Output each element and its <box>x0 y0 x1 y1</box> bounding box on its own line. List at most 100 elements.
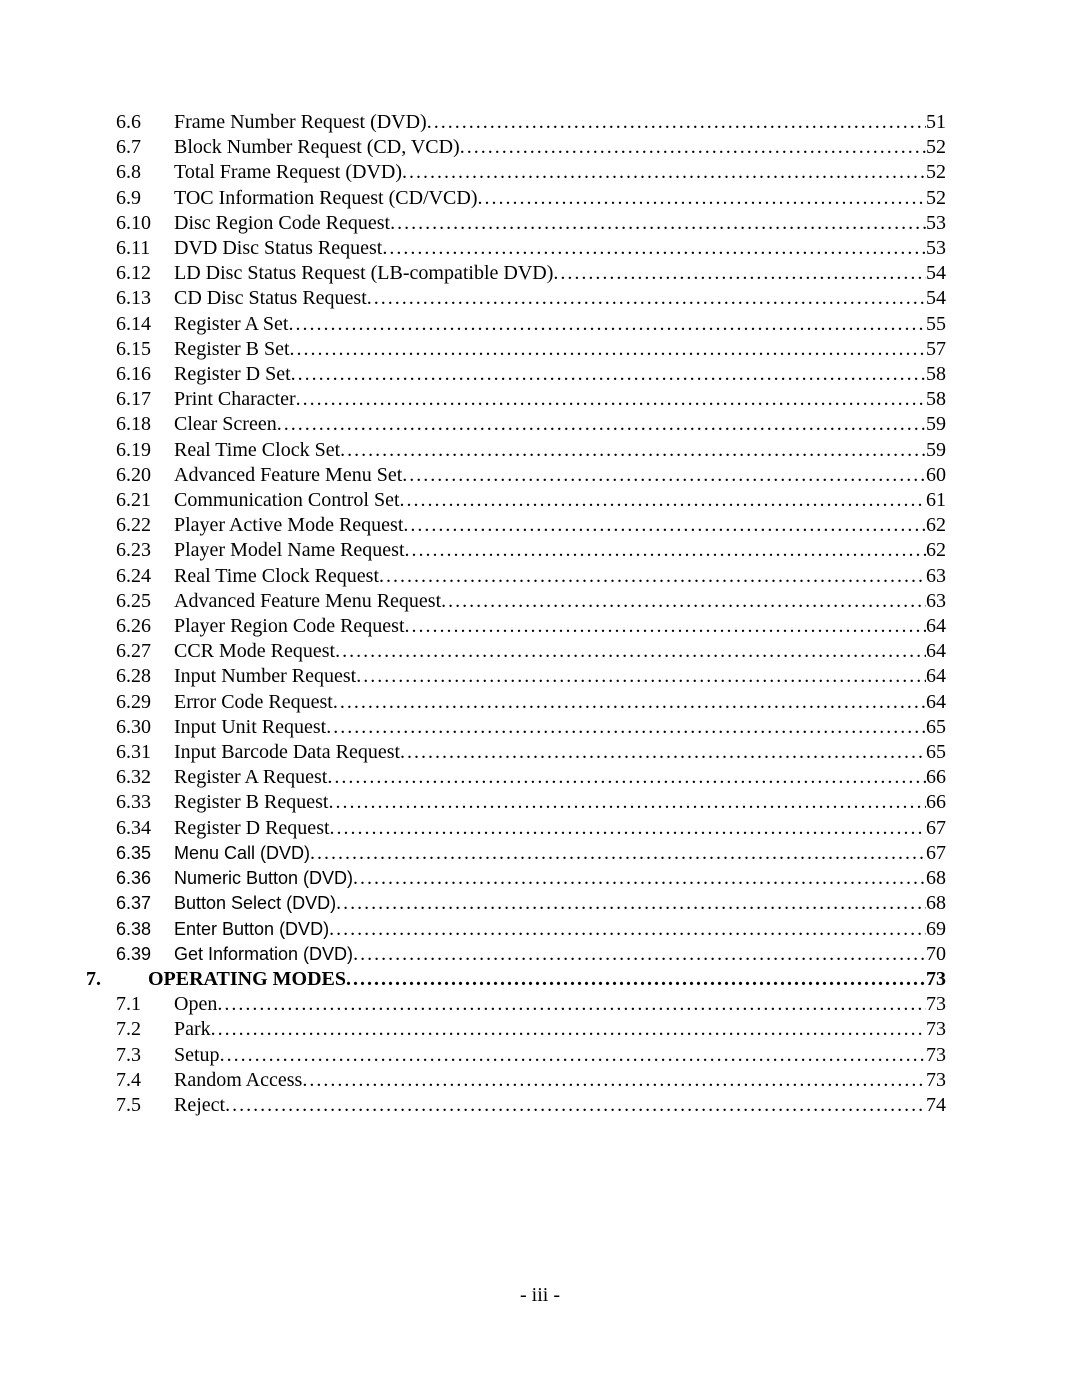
section-title: Block Number Request (CD, VCD) <box>174 135 460 160</box>
page-ref: 64 <box>926 664 946 689</box>
section-title: CCR Mode Request <box>174 639 335 664</box>
page-ref: 52 <box>926 186 946 211</box>
section-title: Enter Button (DVD) <box>174 917 329 942</box>
leader-dots <box>333 690 926 715</box>
page-ref: 73 <box>926 992 946 1017</box>
toc-entry: 6.31Input Barcode Data Request65 <box>116 740 946 765</box>
section-title: Open <box>174 992 217 1017</box>
page-number: - iii - <box>0 1284 1080 1307</box>
toc-entry: 6.13CD Disc Status Request 54 <box>116 286 946 311</box>
page-ref: 67 <box>926 841 946 866</box>
section-title: Frame Number Request (DVD) <box>174 110 427 135</box>
leader-dots <box>340 438 926 463</box>
page-ref: 58 <box>926 387 946 412</box>
section-number: 6.18 <box>116 412 174 437</box>
section-number: 6.19 <box>116 438 174 463</box>
leader-dots <box>330 816 926 841</box>
toc-entry: 6.7Block Number Request (CD, VCD) 52 <box>116 135 946 160</box>
leader-dots <box>405 614 926 639</box>
section-number: 6.8 <box>116 160 174 185</box>
section-number: 6.15 <box>116 337 174 362</box>
leader-dots <box>400 488 926 513</box>
page-ref: 54 <box>926 261 946 286</box>
leader-dots <box>220 1043 926 1068</box>
leader-dots <box>346 967 926 992</box>
toc-entry: 7.3Setup73 <box>116 1043 946 1068</box>
section-title: Numeric Button (DVD) <box>174 866 353 891</box>
toc-entry: 6.29Error Code Request64 <box>116 690 946 715</box>
leader-dots <box>441 589 926 614</box>
section-number: 6.7 <box>116 135 174 160</box>
page-ref: 52 <box>926 160 946 185</box>
section-title: Park <box>174 1017 211 1042</box>
section-title: CD Disc Status Request <box>174 286 367 311</box>
section-title: Button Select (DVD) <box>174 891 336 916</box>
toc-entry: 7.1Open 73 <box>116 992 946 1017</box>
section-title: Disc Region Code Request <box>174 211 390 236</box>
page-ref: 63 <box>926 589 946 614</box>
page-ref: 73 <box>926 967 946 992</box>
section-number: 6.14 <box>116 312 174 337</box>
section-title: Register D Set <box>174 362 291 387</box>
page-ref: 73 <box>926 1068 946 1093</box>
section-title: Input Unit Request <box>174 715 326 740</box>
page-ref: 57 <box>926 337 946 362</box>
page-ref: 74 <box>926 1093 946 1118</box>
toc-entry: 6.32Register A Request66 <box>116 765 946 790</box>
section-number: 6.9 <box>116 186 174 211</box>
section-number: 6.27 <box>116 639 174 664</box>
page-ref: 59 <box>926 412 946 437</box>
page-ref: 73 <box>926 1043 946 1068</box>
leader-dots <box>328 790 926 815</box>
section-title: Menu Call (DVD) <box>174 841 310 866</box>
leader-dots <box>336 891 926 916</box>
leader-dots <box>402 463 926 488</box>
section-title: LD Disc Status Request (LB-compatible DV… <box>174 261 553 286</box>
toc-entry: 6.10Disc Region Code Request53 <box>116 211 946 236</box>
section-title: Register B Request <box>174 790 328 815</box>
leader-dots <box>335 639 926 664</box>
section-title: Register A Request <box>174 765 327 790</box>
leader-dots <box>478 186 927 211</box>
toc-entry: 7.5Reject74 <box>116 1093 946 1118</box>
page-ref: 66 <box>926 790 946 815</box>
toc-entry: 6.33Register B Request66 <box>116 790 946 815</box>
leader-dots <box>400 740 926 765</box>
toc-page: 6.6Frame Number Request (DVD)516.7Block … <box>0 0 1080 1178</box>
section-number: 7.5 <box>116 1093 174 1118</box>
section-title: Clear Screen <box>174 412 277 437</box>
leader-dots <box>460 135 926 160</box>
leader-dots <box>553 261 926 286</box>
section-title: Total Frame Request (DVD) <box>174 160 402 185</box>
section-title: Real Time Clock Request <box>174 564 379 589</box>
toc-entry: 6.15Register B Set 57 <box>116 337 946 362</box>
section-number: 6.13 <box>116 286 174 311</box>
section-title: Register B Set <box>174 337 290 362</box>
section-title: OPERATING MODES <box>148 967 346 992</box>
section-number: 6.10 <box>116 211 174 236</box>
page-ref: 52 <box>926 135 946 160</box>
leader-dots <box>405 538 927 563</box>
page-ref: 68 <box>926 891 946 916</box>
toc-entry: 6.21Communication Control Set61 <box>116 488 946 513</box>
toc-entry: 6.22Player Active Mode Request62 <box>116 513 946 538</box>
section-number: 6.17 <box>116 387 174 412</box>
section-number: 6.22 <box>116 513 174 538</box>
section-number: 6.28 <box>116 664 174 689</box>
page-ref: 54 <box>926 286 946 311</box>
leader-dots <box>390 211 926 236</box>
section-title: Input Barcode Data Request <box>174 740 400 765</box>
leader-dots <box>302 1068 926 1093</box>
section-number: 7.1 <box>116 992 174 1017</box>
page-ref: 73 <box>926 1017 946 1042</box>
toc-entry: 6.6Frame Number Request (DVD)51 <box>116 110 946 135</box>
section-number: 6.38 <box>116 917 174 942</box>
toc-entry: 6.14Register A Set55 <box>116 312 946 337</box>
leader-dots <box>290 337 926 362</box>
toc-entry: 6.20Advanced Feature Menu Set60 <box>116 463 946 488</box>
section-title: Player Active Mode Request <box>174 513 403 538</box>
section-number: 6.23 <box>116 538 174 563</box>
section-number: 6.21 <box>116 488 174 513</box>
page-ref: 59 <box>926 438 946 463</box>
page-ref: 60 <box>926 463 946 488</box>
